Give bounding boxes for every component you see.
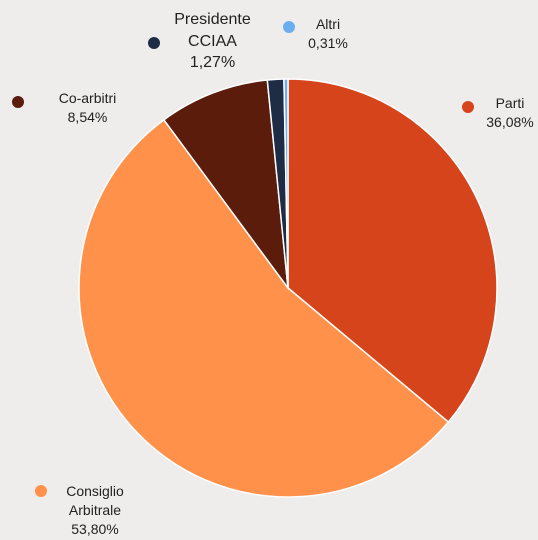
pie-slice-co-arbitri — [162, 79, 290, 291]
legend-dot-parti — [462, 101, 474, 113]
pie-slice-altri — [283, 78, 289, 289]
slice-name-consiglio-arbitrale-line1: Consiglio — [66, 483, 124, 499]
slice-label-altri: Altri 0,31% — [298, 15, 358, 53]
legend-dot-presidente-cciaa — [148, 37, 160, 49]
slice-value-consiglio-arbitrale: 53,80% — [71, 520, 119, 537]
pie-slice-parti — [287, 78, 498, 424]
slice-name-co-arbitri: Co-arbitri — [58, 90, 117, 106]
slice-name-parti: Parti — [495, 95, 525, 111]
slice-label-parti: Parti 36,08% — [470, 94, 538, 132]
slice-name-presidente-cciaa-line1: Presidente — [174, 11, 251, 28]
legend-dot-altri — [283, 21, 295, 33]
pie-slice-consiglio-arbitrale — [78, 118, 450, 498]
legend-dot-co-arbitri — [12, 96, 24, 108]
slice-name-presidente-cciaa-line2: CCIAA — [188, 32, 237, 50]
slice-value-presidente-cciaa: 1,27% — [189, 54, 236, 72]
slice-name-consiglio-arbitrale-line2: Arbitrale — [68, 501, 122, 518]
slice-value-parti: 36,08% — [486, 113, 534, 130]
slice-value-co-arbitri: 8,54% — [67, 108, 108, 125]
slice-label-presidente-cciaa: Presidente CCIAA 1,27% — [160, 9, 265, 74]
slice-label-co-arbitri: Co-arbitri 8,54% — [40, 89, 135, 127]
slice-name-altri: Altri — [315, 16, 341, 32]
slice-label-consiglio-arbitrale: Consiglio Arbitrale 53,80% — [50, 482, 140, 539]
legend-dot-consiglio-arbitrale — [35, 485, 47, 497]
slice-value-altri: 0,31% — [308, 34, 348, 51]
